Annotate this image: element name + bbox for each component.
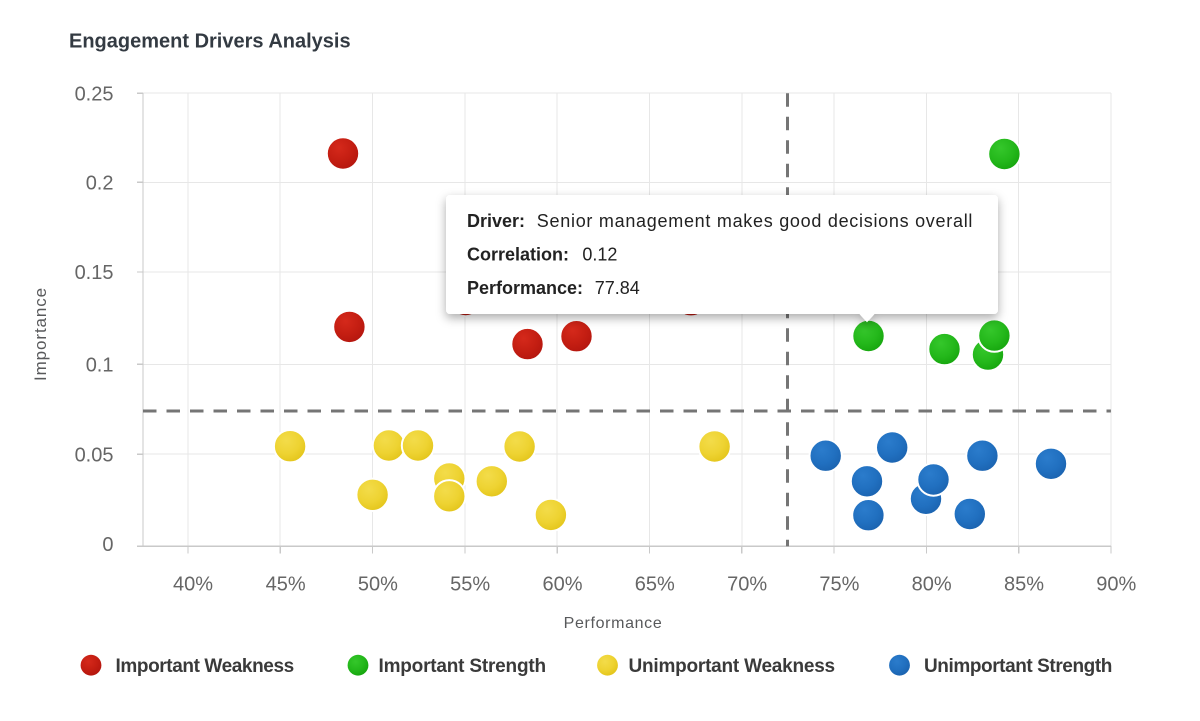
svg-text:50%: 50% [358,573,398,595]
svg-text:Important Strength: Important Strength [379,656,546,677]
svg-text:40%: 40% [173,573,213,595]
svg-text:0: 0 [102,534,113,556]
svg-text:0.1: 0.1 [86,355,114,377]
svg-text:Importance: Importance [31,287,50,381]
svg-text:80%: 80% [912,573,952,595]
svg-text:0.05: 0.05 [75,444,114,466]
svg-text:Correlation:: Correlation: [467,244,569,264]
svg-text:Performance: Performance [564,615,663,632]
svg-text:Engagement Drivers Analysis: Engagement Drivers Analysis [69,31,351,53]
svg-text:55%: 55% [450,573,490,595]
svg-text:90%: 90% [1096,573,1136,595]
svg-text:60%: 60% [542,573,582,595]
svg-text:75%: 75% [819,573,859,595]
svg-text:0.2: 0.2 [86,173,114,195]
svg-text:0.12: 0.12 [582,244,617,264]
svg-text:0.15: 0.15 [75,262,114,284]
svg-text:Unimportant Strength: Unimportant Strength [924,656,1112,677]
svg-text:Important Weakness: Important Weakness [116,656,294,677]
svg-text:Senior management makes good d: Senior management makes good decisions o… [537,211,973,231]
svg-text:70%: 70% [727,573,767,595]
svg-text:Performance:: Performance: [467,278,583,298]
svg-text:0.25: 0.25 [75,83,114,105]
svg-text:Unimportant Weakness: Unimportant Weakness [629,656,835,677]
svg-text:45%: 45% [266,573,306,595]
svg-text:77.84: 77.84 [595,278,640,298]
svg-text:85%: 85% [1004,573,1044,595]
svg-text:65%: 65% [635,573,675,595]
svg-text:Driver:: Driver: [467,211,525,231]
